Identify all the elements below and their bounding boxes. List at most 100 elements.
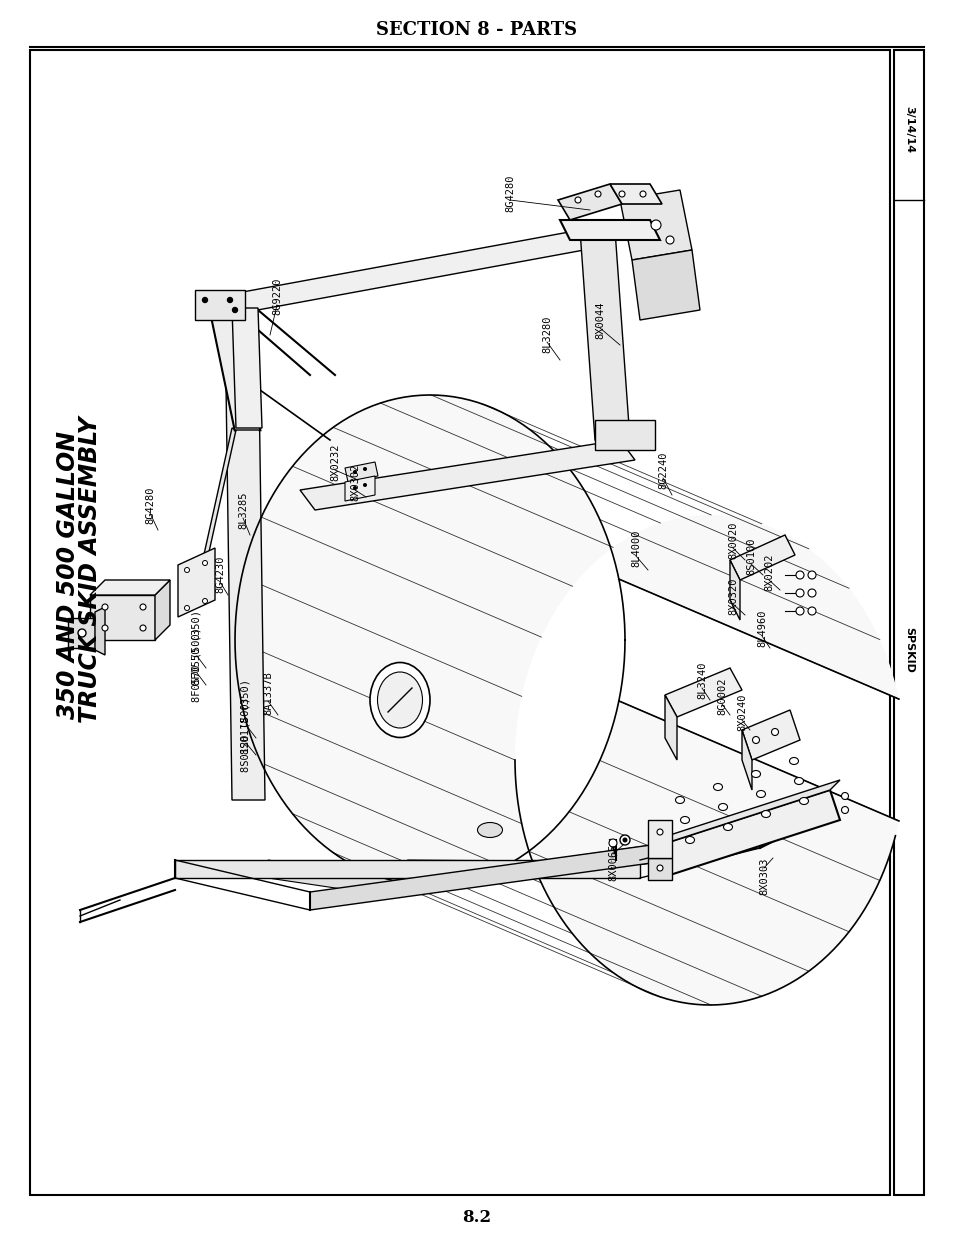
Polygon shape <box>345 462 377 482</box>
Text: 8F0550 (350): 8F0550 (350) <box>192 610 202 685</box>
Circle shape <box>353 471 356 474</box>
Ellipse shape <box>794 778 802 784</box>
Polygon shape <box>664 695 677 760</box>
Circle shape <box>807 606 815 615</box>
Polygon shape <box>647 858 671 881</box>
Polygon shape <box>310 830 760 910</box>
Polygon shape <box>68 618 95 648</box>
Text: 8S0100: 8S0100 <box>745 537 755 574</box>
Polygon shape <box>558 184 621 220</box>
Circle shape <box>140 625 146 631</box>
Circle shape <box>618 191 624 198</box>
Polygon shape <box>194 429 235 597</box>
Circle shape <box>184 568 190 573</box>
Circle shape <box>771 729 778 736</box>
Circle shape <box>841 806 847 814</box>
Text: 8X0303: 8X0303 <box>759 857 768 894</box>
Polygon shape <box>95 606 105 655</box>
Text: 8L3285: 8L3285 <box>237 492 248 529</box>
Ellipse shape <box>679 816 689 824</box>
Polygon shape <box>741 730 751 790</box>
Polygon shape <box>178 548 214 618</box>
Text: 3/14/14: 3/14/14 <box>903 106 913 153</box>
Ellipse shape <box>377 672 422 727</box>
Circle shape <box>752 736 759 743</box>
Ellipse shape <box>713 783 721 790</box>
Text: SECTION 8 - PARTS: SECTION 8 - PARTS <box>376 21 577 40</box>
Ellipse shape <box>675 797 684 804</box>
Text: 8S0120 (500): 8S0120 (500) <box>241 698 251 773</box>
Circle shape <box>363 467 367 471</box>
Circle shape <box>608 839 617 847</box>
Circle shape <box>807 571 815 579</box>
Polygon shape <box>268 860 399 898</box>
Circle shape <box>595 191 600 198</box>
Polygon shape <box>407 860 535 879</box>
Circle shape <box>102 604 108 610</box>
Polygon shape <box>659 781 840 845</box>
Ellipse shape <box>789 757 798 764</box>
Ellipse shape <box>799 798 807 804</box>
Polygon shape <box>546 842 669 878</box>
Ellipse shape <box>751 771 760 778</box>
Circle shape <box>78 629 86 637</box>
Circle shape <box>140 604 146 610</box>
Circle shape <box>622 837 627 842</box>
Circle shape <box>795 606 803 615</box>
Text: 8X0302: 8X0302 <box>350 463 359 500</box>
Text: 8G4280: 8G4280 <box>145 487 154 524</box>
Polygon shape <box>225 316 265 800</box>
Circle shape <box>202 599 208 604</box>
Polygon shape <box>631 249 700 320</box>
Circle shape <box>665 236 673 245</box>
Text: 8G4230: 8G4230 <box>214 556 225 593</box>
Circle shape <box>353 487 356 490</box>
Text: SPSKID: SPSKID <box>903 627 913 673</box>
Polygon shape <box>90 580 170 595</box>
Text: 8A1337B: 8A1337B <box>263 671 273 715</box>
Polygon shape <box>729 535 794 580</box>
Polygon shape <box>729 559 740 620</box>
Polygon shape <box>609 184 661 204</box>
Ellipse shape <box>760 810 770 818</box>
Circle shape <box>795 571 803 579</box>
Circle shape <box>619 835 629 845</box>
Circle shape <box>363 483 367 487</box>
Text: 8F0570 (500): 8F0570 (500) <box>192 627 202 703</box>
Polygon shape <box>234 395 898 1005</box>
Polygon shape <box>174 860 639 878</box>
Polygon shape <box>579 230 629 440</box>
Circle shape <box>184 605 190 610</box>
Text: 8S0118 (350): 8S0118 (350) <box>241 679 251 755</box>
Circle shape <box>807 589 815 597</box>
Polygon shape <box>210 230 595 316</box>
Text: 8L4000: 8L4000 <box>630 530 640 567</box>
Polygon shape <box>659 790 840 876</box>
Polygon shape <box>647 820 671 858</box>
Circle shape <box>639 191 645 198</box>
Text: 8X0202: 8X0202 <box>763 553 773 590</box>
Text: 8X0065: 8X0065 <box>607 844 618 881</box>
Text: 350 AND 500 GALLON: 350 AND 500 GALLON <box>56 431 80 719</box>
Text: 8X0240: 8X0240 <box>737 693 746 731</box>
Circle shape <box>202 298 208 303</box>
Ellipse shape <box>685 836 694 844</box>
Polygon shape <box>90 595 154 640</box>
Text: 8X0232: 8X0232 <box>330 443 339 480</box>
Circle shape <box>202 561 208 566</box>
Circle shape <box>227 298 233 303</box>
Circle shape <box>575 198 580 203</box>
Polygon shape <box>154 580 170 640</box>
Circle shape <box>841 793 847 799</box>
Circle shape <box>657 829 662 835</box>
Text: 8L3240: 8L3240 <box>697 661 706 699</box>
Ellipse shape <box>756 790 764 798</box>
Text: TRUCK SKID ASSEMBLY: TRUCK SKID ASSEMBLY <box>78 416 102 724</box>
Circle shape <box>650 220 660 230</box>
Circle shape <box>795 589 803 597</box>
Circle shape <box>657 864 662 871</box>
Polygon shape <box>210 310 260 430</box>
Bar <box>893 49 923 1195</box>
Ellipse shape <box>718 804 727 810</box>
Polygon shape <box>619 190 691 261</box>
